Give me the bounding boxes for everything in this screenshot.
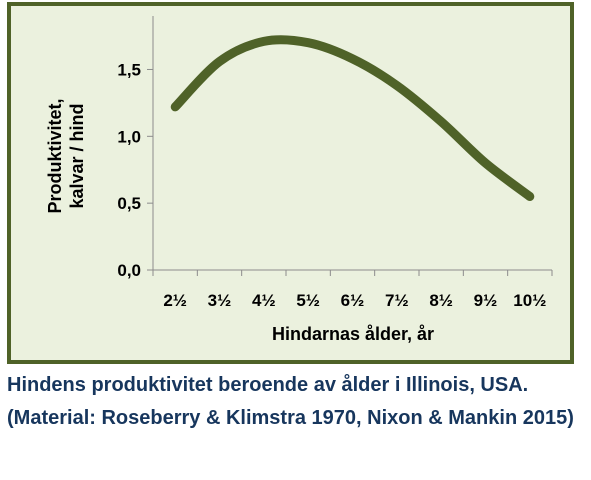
y-tick-label: 1,5: [117, 60, 141, 79]
chart-area: 0,0 0,5 1,0 1,5 2½ 3½ 4½ 5½ 6½ 7½ 8½ 9½ 10½ Produkti…: [7, 2, 574, 364]
x-tick-label: 9½: [474, 291, 498, 310]
x-axis-title: Hindarnas ålder, år: [272, 324, 434, 344]
y-tick-label: 0,0: [117, 261, 141, 280]
x-tick-label: 6½: [341, 291, 365, 310]
x-tick-label: 2½: [163, 291, 187, 310]
x-tick-label: 3½: [208, 291, 232, 310]
y-tick-label: 1,0: [117, 127, 141, 146]
x-tick-label: 4½: [252, 291, 276, 310]
series-line-0: [170, 35, 535, 201]
y-axis-title-line-1: Produktivitet,: [45, 98, 65, 213]
x-tick-label: 10½: [513, 291, 546, 310]
line-chart: 0,0 0,5 1,0 1,5 2½ 3½ 4½ 5½ 6½ 7½ 8½ 9½ 10½ Produkti…: [45, 16, 553, 344]
x-tick-label: 8½: [429, 291, 453, 310]
x-tick-label: 5½: [296, 291, 320, 310]
y-axis-title-line-2: kalvar / hind: [67, 103, 87, 208]
y-tick-label: 0,5: [117, 194, 141, 213]
x-tick-label: 7½: [385, 291, 409, 310]
figure-caption: Hindens produktivitet beroende av ålder …: [7, 374, 574, 429]
